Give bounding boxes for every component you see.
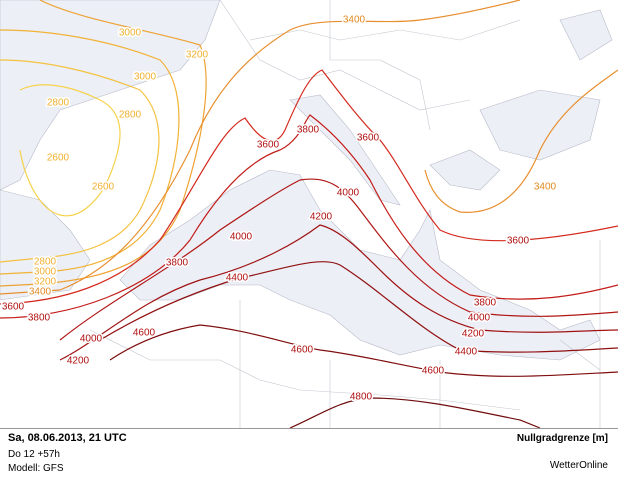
contour-label: 4200: [462, 329, 485, 340]
contour-label: 3600: [2, 302, 25, 313]
contour-label: 4000: [80, 334, 103, 345]
contour-label: 4200: [67, 356, 90, 367]
contour-label: 3200: [186, 50, 209, 61]
contour-label: 3800: [28, 313, 51, 324]
contour-label: 4600: [133, 328, 156, 339]
contour-label: 2600: [92, 182, 115, 193]
contour-label: 4000: [468, 313, 491, 324]
contour-label: 3600: [257, 140, 280, 151]
contour-label: 3200: [34, 277, 57, 288]
contour-label: 3800: [166, 258, 189, 269]
contour-label: 4000: [230, 232, 253, 243]
contour-label: 4400: [226, 273, 249, 284]
contour-label: 4600: [291, 345, 314, 356]
model: Modell: GFS: [8, 463, 64, 474]
contour-label: 4400: [455, 347, 478, 358]
contour-labels: 3400300032003000280028002600260036003800…: [0, 13, 558, 404]
contour-label: 3400: [534, 182, 557, 193]
contour-label: 3800: [474, 298, 497, 309]
contour-label: 4600: [422, 366, 445, 377]
contour-label: 3000: [134, 72, 157, 83]
brand: WetterOnline: [549, 460, 608, 471]
parameter: Nullgradgrenze [m]: [516, 433, 608, 444]
contour-label: 4200: [310, 212, 333, 223]
contour-label: 3400: [29, 287, 52, 298]
contour-label: 3800: [297, 125, 320, 136]
borders: [89, 0, 601, 428]
contour-label: 3000: [34, 267, 57, 278]
contour-label: 2800: [119, 110, 142, 121]
map: 3400300032003000280028002600260036003800…: [0, 0, 618, 429]
contour-label: 3400: [343, 15, 366, 26]
contour-label: 3600: [357, 133, 380, 144]
contour-label: 2800: [34, 257, 57, 268]
date: Sa, 08.06.2013, 21 UTC: [8, 432, 127, 444]
contour-label: 4800: [350, 392, 373, 403]
contour-label: 2600: [47, 153, 70, 164]
contour-label: 2800: [47, 98, 70, 109]
contours: [0, 0, 618, 428]
run: Do 12 +57h: [8, 449, 60, 460]
contour-label: 4000: [337, 188, 360, 199]
contour-label: 3600: [507, 236, 530, 247]
contour-label: 3000: [119, 28, 142, 39]
